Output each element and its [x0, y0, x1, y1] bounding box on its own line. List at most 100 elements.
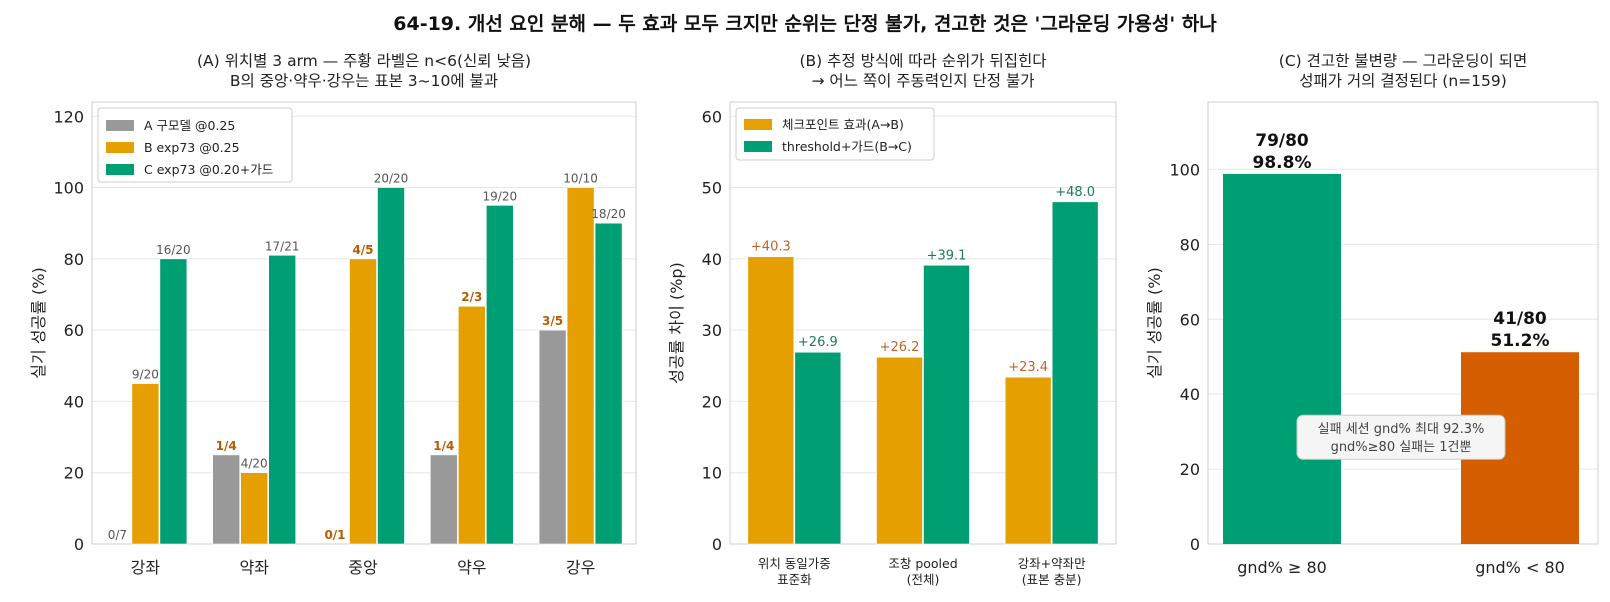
panel-a-bar: [594, 222, 623, 545]
panel-c-ytick-label: 0: [1190, 535, 1200, 554]
panel-a-bar: [240, 472, 268, 545]
panel-b-chart: 0 10 20 30 40 50 60 성공률 차이 (%p) (B) 추정 방식에 따라 순위…: [667, 52, 1117, 587]
panel-a-bar: [485, 205, 514, 545]
panel-a-legend-swatch: [106, 142, 134, 153]
panel-c-bar-label: 41/80: [1493, 309, 1547, 329]
panel-a-category-label: 약좌: [239, 558, 269, 577]
panel-b-bar: [1051, 201, 1099, 545]
panel-b-bar-label: +26.9: [798, 335, 838, 350]
panel-a-bar-label: 0/7: [108, 528, 127, 542]
panel-a-legend-label: C exp73 @0.20+가드: [144, 162, 273, 177]
panel-a-title-line: (A) 위치별 3 arm — 주황 라벨은 n<6(신뢰 낮음): [197, 52, 531, 70]
panel-b-ylabel: 성공률 차이 (%p): [667, 262, 686, 384]
panel-a-bar: [212, 454, 240, 545]
panel-b-bar-label: +39.1: [927, 248, 967, 263]
panel-b-category-label: 강좌+약좌만: [1018, 556, 1086, 571]
panel-a-bar: [566, 187, 595, 545]
panel-b-category-label: 위치 동일가중: [758, 556, 831, 571]
panel-c-bar-label: 79/80: [1255, 131, 1309, 151]
panel-a-ytick-label: 0: [74, 535, 84, 554]
panel-b-ytick-label: 50: [702, 179, 722, 198]
panel-a-legend-swatch: [106, 164, 134, 175]
panel-a-category-label: 강우: [566, 558, 595, 577]
panel-a-chart: 0 20 40 60 80 100 120 실기 성공률 (%) (A) 위치별 3 arm —…: [29, 52, 637, 577]
panel-c-bar-label: 51.2%: [1491, 331, 1550, 351]
panel-a-ytick-label: 100: [53, 179, 84, 198]
panel-b-bar-label: +48.0: [1055, 185, 1095, 200]
panel-b-title-line: → 어느 쪽이 주동력인지 단정 불가: [811, 72, 1034, 90]
panel-a-ytick-label: 80: [64, 250, 84, 269]
panel-c-title-line: 성패가 거의 결정된다 (n=159): [1299, 72, 1507, 90]
panel-b-legend-label: 체크포인트 효과(A→B): [782, 117, 904, 132]
panel-b-category-label: (전체): [907, 572, 940, 587]
panel-a-ytick-label: 40: [64, 392, 84, 411]
panel-a-bar-label: 4/5: [352, 243, 373, 257]
panel-b-bar-label: +23.4: [1008, 360, 1048, 375]
panel-a-bar: [457, 305, 486, 545]
panel-c-annotation-text: 실패 세션 gnd% 최대 92.3%: [1318, 422, 1485, 437]
panel-b-legend-label: threshold+가드(B→C): [782, 139, 912, 154]
panel-c-ylabel: 실기 성공률 (%): [1145, 267, 1164, 378]
panel-a-category-label: 약우: [457, 558, 486, 577]
panel-b-bar: [747, 256, 795, 545]
panel-b-plot-frame: [729, 101, 1117, 545]
panel-b-bar: [1004, 376, 1052, 545]
panel-a-bar-label: 1/4: [216, 439, 237, 453]
panel-a-bar-label: 4/20: [241, 457, 268, 471]
panel-a-title-line: B의 중앙·약우·강우는 표본 3~10에 불과: [230, 72, 498, 90]
panel-a-bar: [349, 258, 377, 545]
panel-a-bar-label: 18/20: [591, 207, 626, 221]
panel-c-ytick-label: 60: [1180, 310, 1200, 329]
panel-b-legend-swatch: [744, 119, 772, 130]
panel-a-bar-label: 2/3: [461, 290, 482, 304]
panel-a-legend-swatch: [106, 120, 134, 131]
panel-a-category-label: 중앙: [348, 558, 378, 577]
panel-b-ytick-label: 10: [702, 464, 722, 483]
panel-a-ytick-label: 120: [53, 107, 84, 126]
panel-b-bar: [923, 264, 970, 545]
panel-a-bar: [538, 329, 567, 545]
panel-c-plot-frame: [1207, 101, 1599, 545]
panel-a-bar-label: 19/20: [483, 189, 518, 203]
panel-a-bar-label: 3/5: [542, 314, 563, 328]
panel-c-chart: 0 20 40 60 80 100 실기 성공률 (%) (C) 견고한 불변량 — 그라운딩…: [1145, 52, 1599, 577]
panel-c-bar-label: 98.8%: [1253, 153, 1312, 173]
panel-a-bar: [159, 258, 188, 545]
panel-b-ytick-label: 30: [702, 321, 722, 340]
panel-b-ytick-label: 20: [702, 392, 722, 411]
panel-a-bar: [377, 187, 405, 545]
panel-a-ylabel: 실기 성공률 (%): [29, 267, 48, 378]
panel-a-bar: [429, 454, 458, 545]
panel-a-bar: [268, 254, 297, 545]
panel-b-bar-label: +40.3: [751, 240, 791, 255]
panel-c-category-label: gnd% ≥ 80: [1237, 558, 1327, 577]
panel-b-ytick-label: 0: [712, 535, 722, 554]
panel-a-legend-label: B exp73 @0.25: [144, 140, 240, 155]
panel-c-ytick-label: 20: [1180, 460, 1200, 479]
panel-a-bar-label: 10/10: [563, 172, 598, 186]
panel-a-ytick-label: 20: [64, 464, 84, 483]
panel-b-category-label: 조창 pooled: [888, 556, 957, 571]
figure-title: 64-19. 개선 요인 분해 — 두 효과 모두 크지만 순위는 단정 불가,…: [393, 13, 1217, 35]
panel-b-category-label: 표준화: [777, 572, 812, 587]
panel-a-bar-label: 16/20: [156, 243, 191, 257]
panel-c-bar: [1223, 173, 1341, 544]
panel-b-title-line: (B) 추정 방식에 따라 순위가 뒤집힌다: [799, 52, 1046, 70]
panel-a-bar: [131, 383, 160, 545]
panel-b-bar: [876, 356, 923, 545]
panel-b-legend: [735, 107, 935, 161]
panel-c-ytick-label: 40: [1180, 385, 1200, 404]
panel-b-category-label: (표본 충분): [1022, 572, 1082, 587]
panel-a-category-label: 강좌: [131, 558, 161, 577]
panel-c-ytick-label: 100: [1169, 160, 1200, 179]
panel-c-annotation-text: gnd%≥80 실패는 1건뿐: [1331, 440, 1472, 455]
panel-b-legend-swatch: [744, 141, 772, 152]
panel-a-bar-label: 9/20: [132, 368, 159, 382]
panel-b-bar-label: +26.2: [880, 340, 920, 355]
panel-b-bar: [794, 351, 842, 545]
panel-b-ytick-label: 60: [702, 107, 722, 126]
panel-c-title-line: (C) 견고한 불변량 — 그라운딩이 되면: [1279, 52, 1527, 70]
panel-a-bar-label: 0/1: [324, 528, 345, 542]
panel-c-category-label: gnd% < 80: [1475, 558, 1565, 577]
